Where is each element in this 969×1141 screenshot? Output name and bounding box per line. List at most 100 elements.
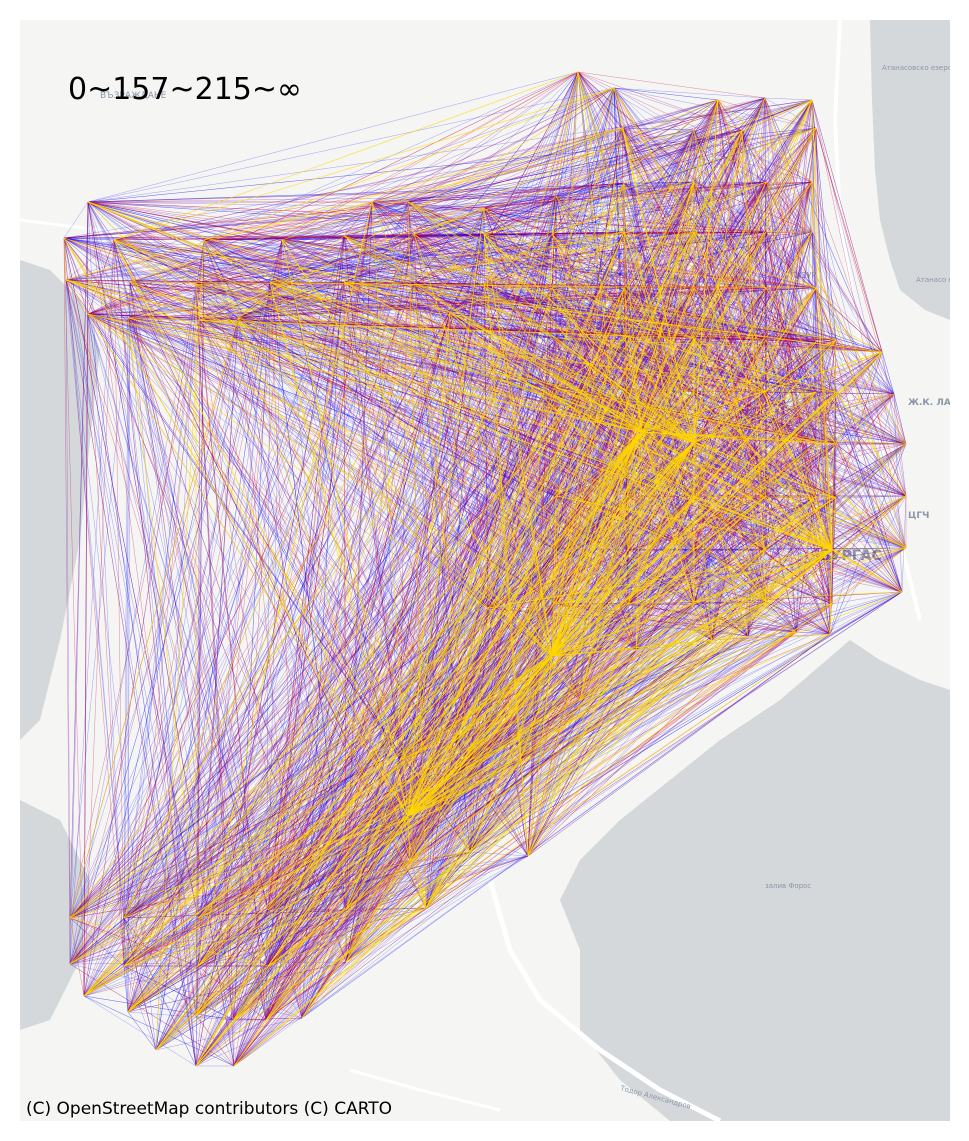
network-edge — [197, 129, 743, 919]
network-edge — [123, 281, 271, 919]
network-edge — [407, 201, 695, 393]
network-edge — [63, 237, 115, 241]
network-edge — [195, 441, 817, 1017]
network-edge — [65, 279, 817, 343]
network-edge — [69, 201, 89, 919]
network-edge — [281, 97, 766, 241]
network-edge — [199, 235, 345, 321]
network-edge — [815, 287, 907, 549]
burgas-lake — [20, 260, 100, 740]
network-edge — [123, 917, 197, 1067]
network-edge — [63, 231, 695, 239]
network-edge — [63, 237, 817, 393]
network-edge — [195, 859, 411, 1067]
network-edges — [63, 71, 907, 1067]
road-1 — [487, 879, 722, 1121]
label-tsgch: ЦГЧ — [908, 511, 929, 521]
label-foros-bay: залив Форос — [765, 882, 811, 890]
network-edge — [765, 181, 813, 497]
network-edge — [301, 283, 415, 1019]
network-edge — [123, 71, 579, 919]
network-edge — [711, 603, 833, 641]
port-water — [580, 950, 780, 1121]
network-edge — [469, 635, 749, 853]
network-edge — [123, 319, 201, 919]
network-edge — [87, 201, 239, 319]
network-edge — [233, 443, 907, 1067]
network-edge — [627, 547, 907, 551]
network-edge — [301, 337, 557, 1019]
network-edge — [483, 182, 625, 235]
network-edge — [371, 195, 557, 203]
network-edge — [343, 235, 837, 341]
network-edge — [345, 233, 485, 963]
network-edge — [113, 239, 557, 389]
network-edge — [127, 961, 347, 1013]
network-edge — [765, 181, 833, 551]
network-edge — [69, 337, 557, 965]
network-edge — [87, 181, 695, 203]
network-edge — [635, 99, 719, 651]
network-edge — [233, 283, 485, 1067]
network-edge — [87, 99, 813, 203]
network-edge — [69, 917, 125, 965]
network-edge — [87, 201, 129, 319]
network-edge — [469, 603, 833, 761]
network-edge — [237, 201, 373, 319]
network-edge — [87, 313, 629, 551]
network-edge — [469, 497, 837, 853]
network-edge — [281, 239, 817, 497]
network-edge — [123, 965, 235, 1021]
network-edge — [129, 281, 409, 817]
network-edge — [203, 195, 557, 241]
network-edge — [69, 495, 767, 965]
network-edge — [893, 393, 907, 445]
network-edge — [129, 281, 907, 497]
network-edge — [87, 201, 471, 761]
network-edge — [635, 129, 743, 651]
network-edge — [413, 231, 767, 285]
network-edge — [195, 339, 837, 1017]
network-edge — [87, 201, 629, 337]
network-edge — [893, 393, 903, 593]
network-edge — [281, 99, 719, 241]
network-edge — [63, 195, 557, 239]
network-edge — [281, 233, 485, 241]
label-vazrazhdane: ВЪЗРАЖДАНЕ — [100, 91, 167, 101]
network-edge — [155, 591, 903, 1051]
network-edge — [487, 607, 529, 857]
network-edge — [155, 231, 695, 1051]
network-edge — [527, 633, 831, 857]
network-edge — [123, 231, 695, 967]
network-edge — [265, 233, 485, 1021]
network-edge — [425, 649, 637, 909]
network-edge — [717, 99, 767, 341]
network-edge — [345, 127, 623, 911]
network-edge — [195, 231, 695, 285]
network-edge — [281, 239, 625, 289]
network-edge — [555, 549, 767, 603]
network-edge — [197, 317, 239, 967]
network-edge — [199, 319, 837, 445]
map-panel[interactable]: БУРГАС Ж.К. ЛА ЦГЧ залив Форос Атанасовс… — [20, 20, 950, 1121]
network-edge — [63, 201, 89, 239]
network-edge — [627, 341, 817, 605]
network-edge — [483, 231, 813, 235]
network-edge — [69, 759, 401, 919]
network-edge — [627, 337, 695, 391]
network-edge — [693, 181, 883, 353]
network-edge — [345, 337, 557, 963]
network-edge — [555, 99, 813, 197]
network-edge — [449, 233, 553, 313]
network-edge — [195, 181, 767, 1017]
network-edge — [69, 281, 345, 919]
network-edge — [577, 71, 817, 289]
network-edge — [815, 351, 883, 393]
network-edge — [69, 283, 197, 965]
network-edge — [87, 313, 201, 321]
network-edge — [301, 633, 831, 1019]
network-edge — [613, 87, 817, 343]
network-edge — [69, 281, 271, 965]
map-attribution: (C) OpenStreetMap contributors (C) CARTO — [26, 1099, 393, 1119]
network-edge — [123, 603, 695, 967]
